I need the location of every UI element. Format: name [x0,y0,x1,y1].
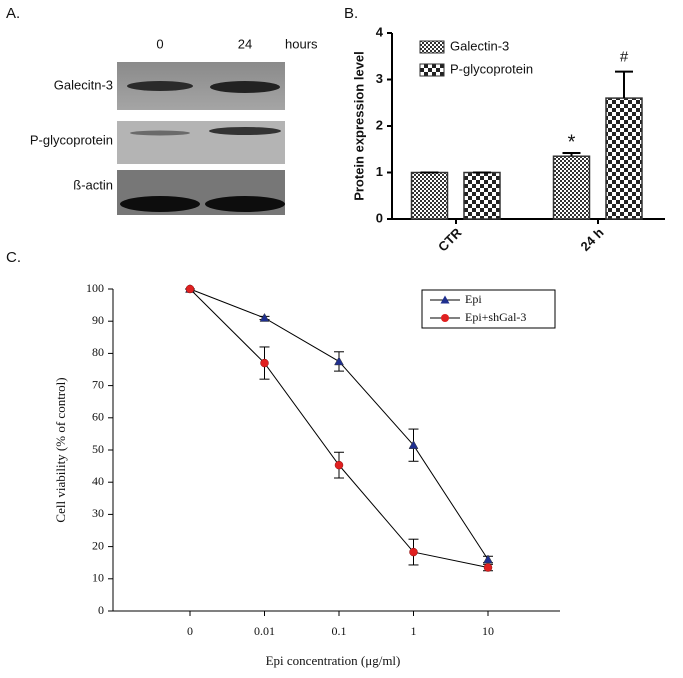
blot: 0 24 hours Galecitn-3 P-glycoprotein ß-a… [30,36,318,215]
band [210,81,280,93]
band [209,127,281,135]
y-tick-label: 80 [92,345,104,359]
bar [605,97,643,220]
legend-swatch [419,63,445,77]
annotation: # [620,49,629,66]
y-tick-label: 60 [92,410,104,424]
marker [483,554,493,564]
annotation: * [568,131,576,153]
y-axis-label: Protein expression level [351,51,366,201]
legend-label: P-glycoprotein [450,61,533,76]
legend-swatch [419,40,445,54]
marker [334,356,344,366]
band [205,196,285,212]
x-tick-label: 10 [482,624,494,638]
legend-label: Galectin-3 [450,38,509,53]
legend-marker [441,314,449,322]
row-label: Galecitn-3 [54,77,113,92]
panel-label: B. [344,5,358,22]
y-tick-label: 70 [92,377,104,391]
y-tick-label: 2 [376,117,383,132]
band [120,196,200,212]
marker [260,358,269,368]
band [127,81,193,91]
x-tick-label: CTR [435,225,465,255]
x-tick-label: 24 h [578,225,607,254]
bar [552,155,591,220]
y-tick-label: 3 [376,71,383,86]
marker [259,312,270,322]
panel-label: C. [6,249,21,266]
y-tick-label: 30 [92,506,104,520]
y-tick-label: 40 [92,474,104,488]
y-tick-label: 10 [92,571,104,585]
y-tick-label: 4 [376,24,384,39]
band [130,130,190,136]
y-axis-label: Cell viability (% of control) [53,377,68,522]
bar [463,171,501,220]
marker [185,284,195,294]
panel-label: A. [6,5,20,22]
y-tick-label: 90 [92,313,104,327]
lane-label: 0 [156,36,163,51]
row-label: P-glycoprotein [30,132,113,147]
marker [483,563,493,572]
x-tick-label: 1 [411,624,417,638]
y-tick-label: 0 [376,210,383,225]
series-line [189,288,489,569]
legend-marker [440,295,450,304]
marker [408,440,419,449]
marker [409,547,418,557]
legend-label: Epi+shGal-3 [465,310,526,324]
y-tick-label: 50 [92,442,104,456]
marker [334,460,344,470]
x-tick-label: 0 [187,624,193,638]
y-tick-label: 20 [92,538,104,552]
x-tick-label: 0.01 [254,624,275,638]
lane-unit: hours [285,36,318,51]
y-tick-label: 0 [98,603,104,617]
bar [410,171,449,220]
y-tick-label: 1 [376,164,383,179]
legend-label: Epi [465,292,482,306]
x-tick-label: 0.1 [332,624,347,638]
row-label: ß-actin [73,177,113,192]
lane-label: 24 [238,36,252,51]
y-tick-label: 100 [86,281,104,295]
series-line [189,288,489,560]
x-axis-label: Epi concentration (μg/ml) [266,653,401,668]
